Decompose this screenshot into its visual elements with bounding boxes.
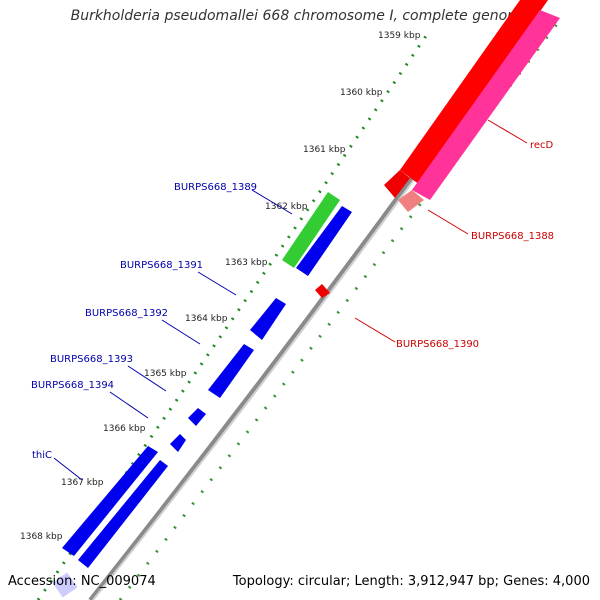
tick-label: 1366 kbp	[103, 424, 146, 434]
gene-BURPS668-1390[interactable]	[315, 284, 330, 298]
tick-label: 1359 kbp	[378, 31, 421, 41]
label-BURPS668-1391[interactable]: BURPS668_1391	[120, 260, 203, 271]
label-thiC[interactable]: thiC	[32, 450, 52, 461]
label-BURPS668-1393[interactable]: BURPS668_1393	[50, 354, 133, 365]
label-BURPS668-1394[interactable]: BURPS668_1394	[31, 380, 114, 391]
genome-summary: Topology: circular; Length: 3,912,947 bp…	[232, 574, 590, 589]
leader-1391	[197, 271, 237, 296]
tick-label: 1368 kbp	[20, 532, 63, 542]
gene-BURPS668-1392[interactable]	[208, 344, 254, 398]
tick-label: 1362 kbp	[265, 202, 308, 212]
tick-label: 1361 kbp	[303, 145, 346, 155]
tick-label: 1364 kbp	[185, 314, 228, 324]
label-BURPS668-1389[interactable]: BURPS668_1389	[174, 182, 257, 193]
leader-recD	[487, 119, 528, 144]
gene-recD[interactable]	[384, 0, 548, 198]
leader-1394	[109, 391, 149, 419]
leader-1389	[251, 189, 293, 215]
map-title: Burkholderia pseudomallei 668 chromosome…	[70, 8, 530, 24]
leader-1388	[427, 209, 469, 235]
gene-BURPS668-1393[interactable]	[188, 408, 206, 426]
accession-label: Accession: NC_009074	[8, 574, 156, 589]
leader-1392	[161, 319, 201, 345]
gene-BURPS668-1394[interactable]	[170, 434, 186, 452]
gene-BURPS668-1389-rev[interactable]	[296, 206, 352, 276]
tick-label: 1360 kbp	[340, 88, 383, 98]
label-BURPS668-1392[interactable]: BURPS668_1392	[85, 308, 168, 319]
tick-label: 1367 kbp	[61, 478, 104, 488]
tick-label: 1365 kbp	[144, 369, 187, 379]
gene-thiC-2[interactable]	[78, 460, 168, 568]
gene-BURPS668-1391[interactable]	[250, 298, 286, 340]
leader-1393	[127, 365, 167, 392]
gene-fragment	[52, 572, 78, 598]
gene-BURPS668-1389[interactable]	[282, 192, 340, 268]
leader-1390	[354, 317, 396, 343]
gene-BURPS668-1388[interactable]	[398, 10, 560, 212]
gene-thiC[interactable]	[62, 446, 158, 556]
label-BURPS668-1388[interactable]: BURPS668_1388	[471, 231, 554, 242]
label-recD[interactable]: recD	[530, 140, 554, 151]
label-BURPS668-1390[interactable]: BURPS668_1390	[396, 339, 479, 350]
leader-thiC	[53, 457, 83, 481]
tick-label: 1363 kbp	[225, 258, 268, 268]
